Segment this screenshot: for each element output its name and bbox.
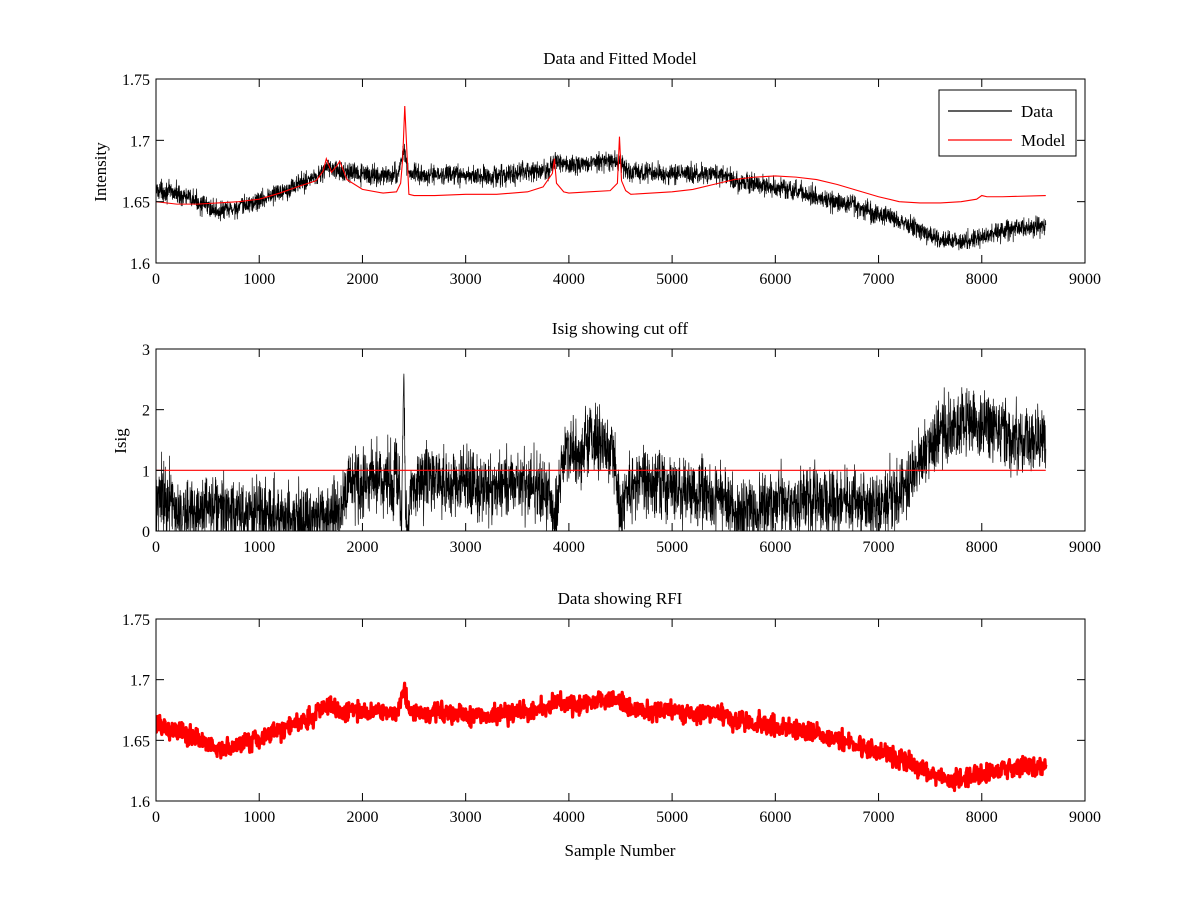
x-tick-label: 8000 bbox=[966, 271, 998, 288]
y-tick-label: 0 bbox=[142, 524, 150, 541]
x-tick-label: 6000 bbox=[759, 809, 791, 826]
x-tick-label: 4000 bbox=[553, 809, 585, 826]
panel-2-ylabel: Isig bbox=[111, 428, 130, 454]
series-group bbox=[156, 681, 1048, 793]
x-tick-label: 6000 bbox=[759, 539, 791, 556]
x-tick-label: 5000 bbox=[656, 539, 688, 556]
x-tick-label: 6000 bbox=[759, 271, 791, 288]
axes-box bbox=[155, 348, 1086, 532]
legend-box bbox=[938, 89, 1077, 157]
series-points-rfi bbox=[156, 681, 1048, 793]
x-tick-label: 5000 bbox=[656, 809, 688, 826]
y-tick-label: 1.65 bbox=[122, 195, 150, 212]
panel-1-ylabel: Intensity bbox=[91, 142, 110, 202]
x-tick-label: 9000 bbox=[1069, 539, 1101, 556]
x-tick-label: 2000 bbox=[346, 271, 378, 288]
axes-box bbox=[155, 618, 1086, 802]
y-tick-label: 1.75 bbox=[122, 612, 150, 629]
legend-label-data: Data bbox=[1021, 102, 1054, 121]
y-tick-label: 1.6 bbox=[130, 794, 150, 811]
x-tick-label: 7000 bbox=[863, 809, 895, 826]
x-tick-label: 1000 bbox=[243, 271, 275, 288]
y-tick-label: 2 bbox=[142, 403, 150, 420]
x-tick-label: 3000 bbox=[450, 539, 482, 556]
panel-1-legend: Data Model bbox=[938, 89, 1077, 157]
x-tick-label: 9000 bbox=[1069, 809, 1101, 826]
x-tick-label: 9000 bbox=[1069, 271, 1101, 288]
panel-1-plot-area: 0 1000 2000 3000 4000 5000 6000 7000 8000 9000 1.6… bbox=[122, 72, 1101, 288]
panel-1-title: Data and Fitted Model bbox=[543, 49, 697, 68]
x-tick-label: 1000 bbox=[243, 809, 275, 826]
x-tick-label: 8000 bbox=[966, 539, 998, 556]
panel-2-title: Isig showing cut off bbox=[552, 319, 688, 338]
panel-2-plot-area: 0 1000 2000 3000 4000 5000 6000 7000 8000 9000 0 1 2… bbox=[142, 342, 1101, 556]
series-group bbox=[156, 373, 1047, 531]
series-group bbox=[156, 105, 1047, 251]
panel-isig-showing-cut-off: Isig showing cut off Isig 0 1000 2000 3000 4… bbox=[111, 319, 1101, 556]
x-tick-label: 0 bbox=[152, 809, 160, 826]
x-tick-label: 7000 bbox=[863, 539, 895, 556]
panel-3-title: Data showing RFI bbox=[558, 589, 683, 608]
x-tick-label: 2000 bbox=[346, 539, 378, 556]
panel-3-xlabel: Sample Number bbox=[565, 841, 676, 860]
panel-data-showing-rfi: Data showing RFI Sample Number 0 1000 2000… bbox=[122, 589, 1101, 860]
series-line-isig bbox=[156, 373, 1047, 531]
y-tick-label: 3 bbox=[142, 342, 150, 359]
legend-label-model: Model bbox=[1021, 131, 1066, 150]
x-tick-label: 5000 bbox=[656, 271, 688, 288]
y-tick-label: 1 bbox=[142, 463, 150, 480]
y-tick-label: 1.6 bbox=[130, 256, 150, 273]
x-tick-label: 4000 bbox=[553, 539, 585, 556]
x-tick-label: 3000 bbox=[450, 271, 482, 288]
series-line-data bbox=[156, 143, 1047, 251]
x-tick-label: 3000 bbox=[450, 809, 482, 826]
panel-3-plot-area: 0 1000 2000 3000 4000 5000 6000 7000 8000 9000 1.6… bbox=[122, 612, 1101, 826]
axes-box bbox=[155, 78, 1086, 264]
y-tick-label: 1.65 bbox=[122, 733, 150, 750]
x-tick-label: 7000 bbox=[863, 271, 895, 288]
y-tick-label: 1.75 bbox=[122, 72, 150, 89]
series-line-model bbox=[156, 105, 1046, 205]
x-tick-label: 1000 bbox=[243, 539, 275, 556]
panel-data-and-fitted-model: Data and Fitted Model Intensity 0 1000 200… bbox=[91, 49, 1101, 288]
x-tick-label: 4000 bbox=[553, 271, 585, 288]
x-tick-label: 0 bbox=[152, 539, 160, 556]
x-tick-label: 8000 bbox=[966, 809, 998, 826]
y-tick-label: 1.7 bbox=[130, 133, 150, 150]
y-tick-label: 1.7 bbox=[130, 673, 150, 690]
x-tick-label: 2000 bbox=[346, 809, 378, 826]
x-tick-label: 0 bbox=[152, 271, 160, 288]
